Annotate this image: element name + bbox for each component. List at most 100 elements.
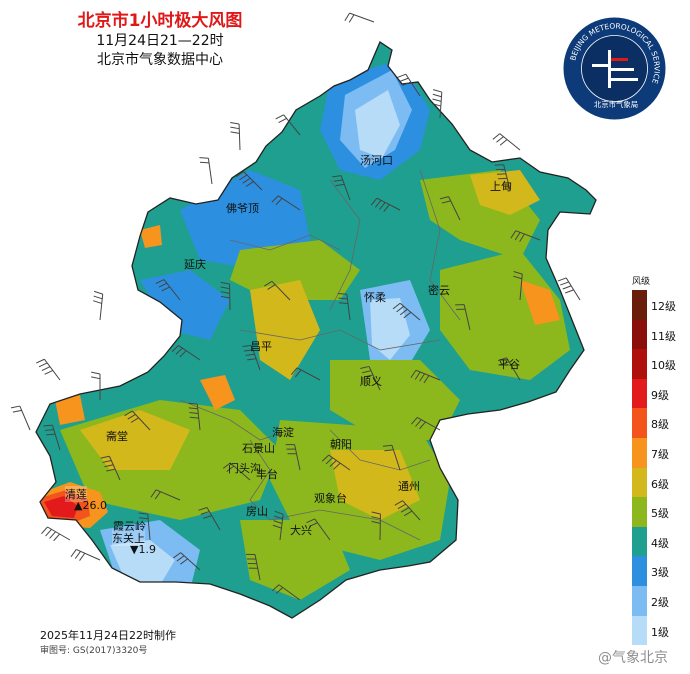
boundary-line [249, 439, 271, 521]
place-label: 延庆 [184, 258, 206, 271]
wind-barb-icon [510, 230, 541, 242]
wind-barb-icon [150, 489, 181, 501]
wind-barb-icon [199, 157, 213, 185]
contour-2-southwest [110, 540, 175, 585]
legend-row: 2级 [632, 586, 682, 616]
contour-7-spot-b [55, 395, 85, 425]
max-marker-icon: ▲ [74, 499, 83, 512]
wind-barb-icon [188, 402, 201, 431]
contour-7-spot-a [200, 375, 235, 410]
place-label: 通州 [398, 480, 420, 493]
place-label: 佛爷顶 [226, 202, 259, 215]
place-label: 汤河口 [360, 154, 393, 167]
wind-barb-icon [394, 500, 421, 521]
place-label: 丰台 [256, 468, 278, 481]
boundary-line [329, 179, 361, 311]
wind-barb-icon [321, 454, 351, 471]
wind-barb-icon [70, 548, 101, 561]
legend-label: 11级 [651, 329, 676, 343]
wind-barb-icon [337, 292, 351, 321]
contour-7-pinggu [520, 280, 560, 325]
wind-barb-icon [230, 122, 241, 151]
place-label: 上甸 [490, 180, 512, 193]
wind-barb-icon [93, 290, 104, 321]
min-marker-icon: ▼ [130, 543, 139, 556]
wind-barb-icon [455, 304, 471, 331]
wind-barb-icon [360, 365, 381, 391]
wind-barb-icon [198, 507, 221, 531]
legend-label: 12级 [651, 300, 676, 313]
legend-label: 6级 [651, 477, 669, 491]
made-time: 2025年11月24日22时制作 [40, 629, 176, 642]
title-block: 北京市1小时极大风图 11月24日21—22时 北京市气象数据中心 [0, 10, 320, 70]
legend-label: 1级 [651, 625, 669, 639]
contour-2-north [355, 90, 400, 158]
wind-barb-icon [332, 175, 351, 201]
max-station-value: ▲26.0 [74, 499, 107, 512]
place-label: 观象台 [314, 492, 347, 505]
weibo-watermark: @气象北京 [598, 650, 668, 666]
legend-row: 9级 [632, 378, 682, 409]
legend-title: 风级 [632, 277, 651, 287]
boundary-line [229, 234, 341, 251]
place-label: 朝阳 [330, 438, 352, 451]
wind-barb-icon [235, 171, 263, 191]
legend-swatch [632, 408, 647, 438]
contour-6-zhaitang [80, 410, 190, 470]
place-label: 大兴 [290, 524, 312, 537]
contour-6-shangdian [470, 170, 540, 215]
wind-barb-icon [271, 584, 301, 601]
wind-barb-icon [411, 416, 441, 431]
wind-barb-icon [285, 444, 301, 471]
legend-label: 9级 [651, 388, 669, 402]
place-label: 门头沟 [228, 462, 261, 475]
wind-barb-icon [124, 410, 151, 431]
wind-barb-icon [246, 553, 261, 581]
place-label: 顺义 [360, 375, 382, 388]
wind-barb-icon [306, 518, 331, 541]
legend-row: 8级 [632, 408, 682, 438]
wind-barb-icon [271, 195, 301, 211]
min-station-name: 东关上 [112, 530, 145, 546]
wind-barb-icon [91, 371, 101, 400]
legend-swatch [632, 615, 647, 646]
meteorological-service-logo: BEIJING METEOROLOGICAL SERVICE 北京市气象局 [563, 17, 666, 120]
wind-barb-icon [272, 510, 284, 541]
contour-6-south-plain [330, 450, 420, 520]
legend-row: 5级 [632, 497, 682, 527]
contour-4-west [140, 270, 230, 340]
map-title: 北京市1小时极大风图 [77, 11, 243, 31]
legend-label: 5级 [651, 507, 669, 521]
map-review-number: 审图号: GS(2017)3320号 [40, 646, 148, 656]
boundary-line [179, 399, 291, 441]
wind-barb-icon [100, 455, 121, 481]
wind-barb-icon [492, 133, 521, 151]
max-station-name: 清莲 [65, 486, 87, 502]
wind-barb-icon [220, 281, 231, 311]
legend-label: 4级 [651, 536, 669, 550]
issuer: 北京市气象数据中心 [97, 52, 223, 68]
wind-barb-icon [222, 462, 251, 481]
legend-row: 11级 [632, 319, 682, 350]
wind-barb-icon [10, 405, 31, 431]
place-label: 怀柔 [364, 291, 386, 304]
boundary-line [239, 329, 441, 351]
legend-row: 1级 [632, 615, 682, 646]
contour-6-changping [250, 280, 320, 380]
contour-5-belt-north [230, 240, 360, 300]
wind-barb-icon [432, 89, 443, 119]
beijing-outline [35, 41, 597, 619]
boundary-line [329, 429, 431, 471]
contour-5-shunyi [330, 360, 460, 440]
legend-row: 7级 [632, 438, 682, 468]
wind-barb-icon [41, 526, 71, 542]
contour-2-central [370, 298, 410, 360]
contour-7-spot-c [140, 225, 162, 248]
district-boundaries [179, 169, 461, 541]
legend-label: 10级 [651, 359, 676, 373]
legend-swatch [632, 526, 647, 557]
contour-9-qinglian [44, 496, 78, 518]
wind-barb-icon [494, 164, 511, 191]
